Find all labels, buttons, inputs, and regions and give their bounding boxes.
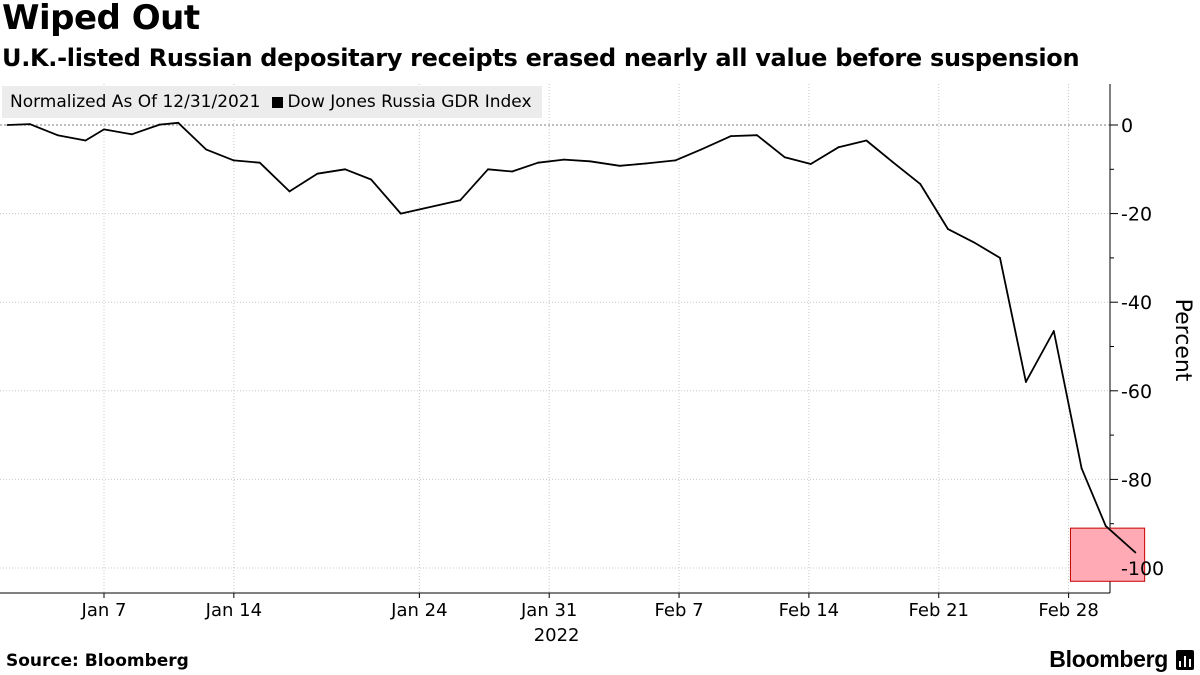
data-point	[130, 133, 133, 136]
axes	[0, 84, 1118, 598]
data-point	[370, 178, 373, 181]
legend-series-label: Dow Jones Russia GDR Index	[287, 92, 532, 112]
data-point	[1052, 330, 1055, 332]
data-point	[459, 199, 462, 202]
data-point	[84, 139, 87, 142]
y-axis-title: Percent	[1170, 299, 1195, 382]
data-point	[644, 162, 647, 165]
legend-note: Normalized As Of 12/31/2021	[10, 92, 261, 112]
data-point	[783, 156, 786, 159]
x-tick-label: Jan 31	[520, 600, 577, 621]
y-tick-label: -40	[1121, 292, 1152, 314]
bloomberg-chart-icon	[1176, 650, 1194, 670]
data-point	[1025, 381, 1027, 383]
data-point	[837, 146, 840, 149]
data-point	[103, 128, 105, 131]
data-point	[618, 164, 621, 167]
data-point	[487, 168, 489, 171]
data-point	[511, 170, 513, 173]
x-tick-label: Jan 24	[390, 600, 447, 621]
chart-subtitle: U.K.-listed Russian depositary receipts …	[2, 44, 1080, 72]
data-point	[999, 257, 1001, 259]
x-tick-label: Feb 28	[1038, 600, 1099, 621]
data-point	[205, 148, 207, 151]
y-tick-label: 0	[1121, 115, 1133, 137]
data-point	[589, 160, 591, 163]
x-tick-label: Jan 7	[81, 600, 127, 621]
data-point	[563, 158, 565, 161]
gridlines	[0, 84, 1110, 593]
source-note: Source: Bloomberg	[6, 651, 189, 671]
legend: Normalized As Of 12/31/2021 Dow Jones Ru…	[2, 86, 542, 118]
x-tick-label: Feb 7	[655, 600, 704, 621]
data-point	[288, 190, 291, 193]
data-point	[232, 159, 235, 162]
data-point	[730, 135, 732, 137]
data-point	[1080, 467, 1083, 470]
data-point	[973, 241, 975, 244]
series-line	[7, 121, 1137, 554]
y-tick-label: -80	[1121, 469, 1152, 491]
data-point	[919, 183, 922, 185]
data-point	[344, 168, 347, 171]
data-point	[756, 134, 758, 137]
data-point	[1134, 551, 1137, 554]
data-point	[891, 160, 894, 163]
chart-title: Wiped Out	[2, 0, 200, 38]
data-point	[258, 161, 261, 164]
data-point	[399, 212, 402, 215]
y-tick-label: -60	[1121, 381, 1152, 403]
series-layer	[6, 121, 1137, 554]
x-tick-label: Jan 14	[205, 600, 262, 621]
y-tick-label: -100	[1121, 558, 1164, 580]
highlight-box	[1069, 527, 1146, 582]
x-tick-label: Feb 14	[779, 600, 840, 621]
data-point	[674, 159, 677, 162]
data-point	[6, 124, 9, 126]
data-point	[700, 148, 703, 151]
data-point	[316, 172, 319, 175]
bloomberg-logo: Bloomberg	[1049, 646, 1168, 672]
data-point	[809, 163, 812, 165]
data-point	[28, 123, 31, 126]
x-tick-label: Feb 21	[909, 600, 970, 621]
data-point	[177, 121, 180, 124]
data-point	[947, 228, 949, 231]
axis-labels: 0 -20 -40 -60 -80 -100 Jan 7 Jan 14 Jan 24 Jan 31…	[81, 115, 1195, 646]
data-point	[1104, 525, 1107, 527]
legend-swatch-icon	[272, 96, 284, 108]
x-year-label: 2022	[534, 625, 580, 646]
data-point	[865, 139, 868, 142]
y-tick-label: -20	[1121, 204, 1152, 226]
data-point	[158, 123, 161, 126]
data-point	[56, 134, 59, 137]
data-point	[537, 161, 539, 164]
highlight-layer	[1069, 527, 1146, 582]
